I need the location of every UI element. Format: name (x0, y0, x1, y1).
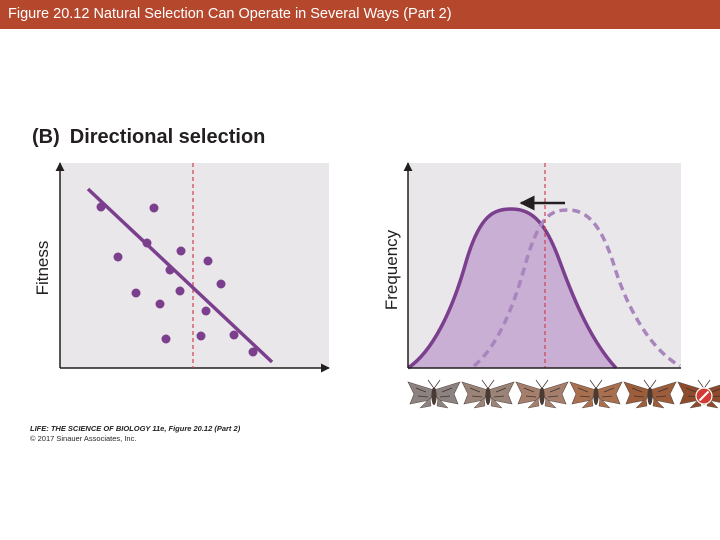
moth-icon (623, 379, 677, 409)
moth-phenotype-row (407, 379, 720, 409)
fitness-point (142, 238, 152, 248)
header-bar: Figure 20.12 Natural Selection Can Opera… (0, 0, 720, 29)
fitness-point (165, 265, 175, 275)
fitness-point (96, 202, 106, 212)
moth-icon (461, 379, 515, 409)
fitness-point (175, 286, 185, 296)
moth-icon (515, 379, 569, 409)
fitness-plot: Fitness (33, 162, 330, 373)
frequency-axis-label: Frequency (382, 229, 401, 310)
fitness-point (203, 256, 213, 266)
fitness-point (155, 299, 165, 309)
fitness-point (149, 203, 159, 213)
fitness-point (201, 306, 211, 316)
frequency-plot: Frequency (382, 162, 681, 370)
fitness-plot-background (60, 163, 329, 368)
fitness-point (176, 246, 186, 256)
credit: LIFE: THE SCIENCE OF BIOLOGY 11e, Figure… (30, 424, 240, 444)
prohibited-icon (677, 379, 720, 409)
fitness-point (131, 288, 141, 298)
figure-title: Figure 20.12 Natural Selection Can Opera… (8, 6, 452, 22)
fitness-point (229, 330, 239, 340)
fitness-point (196, 331, 206, 341)
moth-icon (407, 379, 461, 409)
panel-label: (B) (32, 126, 60, 148)
fitness-point (161, 334, 171, 344)
fitness-point (113, 252, 123, 262)
new-distribution-curve (407, 207, 618, 370)
fitness-axis-label: Fitness (33, 241, 52, 296)
original-distribution-curve (472, 208, 681, 368)
new-distribution-area (408, 209, 616, 368)
fitness-point (216, 279, 226, 289)
moth-icon (569, 379, 623, 409)
panel-heading: (B) Directional selection (32, 126, 265, 149)
fitness-point (248, 347, 258, 357)
panel-title: Directional selection (69, 126, 266, 148)
credit-line-1: LIFE: THE SCIENCE OF BIOLOGY 11e, Figure… (30, 424, 241, 433)
fitness-trend-line (86, 187, 274, 364)
credit-line-2: © 2017 Sinauer Associates, Inc. (30, 434, 137, 443)
fitness-points (96, 202, 258, 357)
